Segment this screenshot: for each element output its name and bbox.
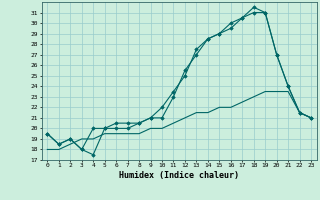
X-axis label: Humidex (Indice chaleur): Humidex (Indice chaleur) [119,171,239,180]
